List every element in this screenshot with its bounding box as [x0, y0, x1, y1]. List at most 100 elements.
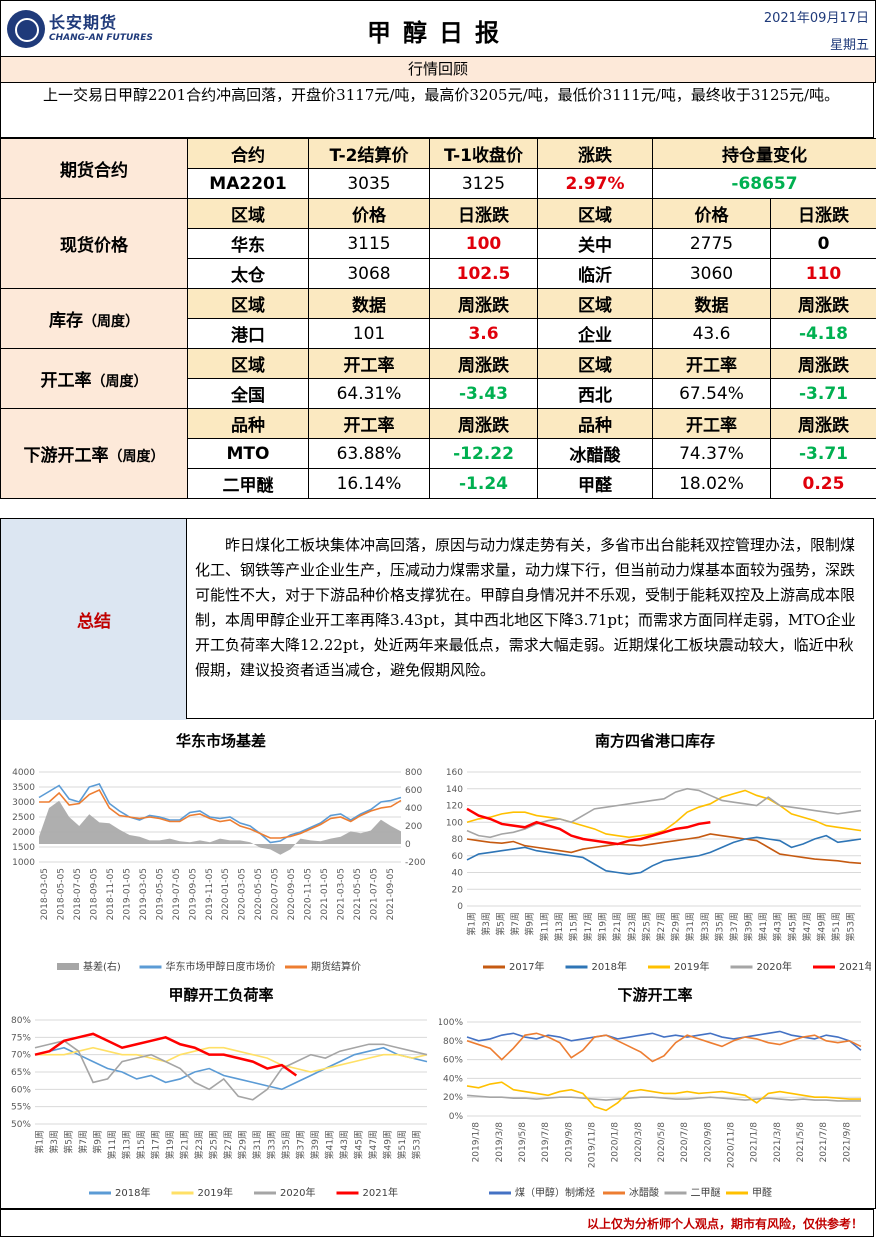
- y-tick-label: 100%: [439, 1018, 463, 1028]
- table-header: 周涨跌: [770, 408, 876, 439]
- y-tick-label: 100: [446, 818, 463, 828]
- x-tick-label: 2020-05-05: [254, 868, 264, 920]
- port-inventory-chart: 南方四省港口库存 160 140 120 100 80 60 40 20 0 第1周 第3周 第5周 第7…: [439, 728, 875, 978]
- x-tick-label: 第35周: [713, 912, 725, 941]
- x-tick-label: 2020-07-05: [271, 868, 281, 920]
- x-tick-label: 第3周: [480, 912, 492, 936]
- y2-tick-label: 200: [405, 822, 422, 832]
- table-header: 周涨跌: [429, 408, 538, 439]
- x-tick-label: 2018-11-05: [106, 868, 116, 920]
- x-tick-label: 第21周: [178, 1130, 190, 1159]
- basis-area: [39, 800, 401, 855]
- x-tick-label: 第43周: [338, 1130, 350, 1159]
- table-cell: 关中: [537, 228, 653, 259]
- table-header: 周涨跌: [770, 348, 876, 379]
- table-header: 日涨跌: [770, 198, 876, 229]
- x-tick-label: 第51周: [830, 912, 842, 941]
- y-tick-label: 65%: [11, 1068, 31, 1078]
- y-tick-label: 80: [452, 835, 464, 845]
- table-cell: -12.22: [429, 438, 538, 469]
- review-text: 上一交易日甲醇2201合约冲高回落，开盘价3117元/吨，最高价3205元/吨，…: [0, 82, 874, 138]
- table-cell: -4.18: [770, 318, 876, 349]
- summary-label: 总结: [0, 518, 187, 721]
- summary-text: 昨日煤化工板块集体冲高回落，原因与动力煤走势有关，多省市出台能耗双控管理办法，限…: [186, 518, 874, 719]
- section-title: 开工率: [40, 371, 92, 391]
- section-suffix: （周度）: [83, 314, 139, 330]
- table-cell: 太仓: [187, 258, 309, 289]
- table-cell: 临沂: [537, 258, 653, 289]
- y-tick-label: 20%: [443, 1093, 463, 1103]
- x-tick-label: 第47周: [367, 1130, 379, 1159]
- table-header: 开工率: [308, 348, 430, 379]
- y-tick-label: 80%: [443, 1037, 463, 1047]
- x-tick-label: 第33周: [266, 1130, 278, 1159]
- x-tick-label: 2021-01-05: [320, 868, 330, 920]
- x-tick-label: 第5周: [494, 912, 506, 936]
- legend-label: 煤（甲醇）制烯烃: [515, 1186, 595, 1199]
- table-cell: 冰醋酸: [537, 438, 653, 469]
- table-header: 持仓量变化: [652, 138, 876, 169]
- x-tick-label: 2018-09-05: [90, 868, 100, 920]
- x-tick-label: 2019/1/8: [472, 1122, 482, 1163]
- table-header: 周涨跌: [770, 288, 876, 319]
- y-tick-label: 80%: [11, 1016, 31, 1026]
- report-title: 甲醇日报: [367, 19, 511, 47]
- table-header: 数据: [308, 288, 430, 319]
- x-tick-label: 第27周: [655, 912, 667, 941]
- x-tick-label: 第7周: [77, 1130, 89, 1154]
- series-line: [466, 1094, 861, 1102]
- table-cell: 全国: [187, 378, 309, 409]
- y-tick-label: 50%: [11, 1120, 31, 1130]
- x-tick-label: 第37周: [728, 912, 740, 941]
- series-line: [466, 787, 862, 839]
- x-tick-label: 第9周: [524, 912, 536, 936]
- legend-label: 2021年: [363, 1186, 398, 1199]
- table-cell: 16.14%: [308, 468, 430, 499]
- x-tick-label: 第27周: [222, 1130, 234, 1159]
- table-header: T-1收盘价: [429, 138, 538, 169]
- table-header: 区域: [187, 348, 309, 379]
- x-tick-label: 第31周: [251, 1130, 263, 1159]
- y-tick-label: 160: [446, 768, 463, 778]
- x-tick-label: 第1周: [33, 1130, 45, 1154]
- legend-label: 2018年: [115, 1186, 150, 1199]
- x-tick-label: 第39周: [743, 912, 755, 941]
- x-tick-label: 第11周: [106, 1130, 118, 1159]
- series-line: [466, 833, 862, 865]
- chart-svg: 80% 75% 70% 65% 60% 55% 50%第1周 第3周 第5周 第7周 第9周 第11周…: [11, 1016, 428, 1199]
- y-tick-label: 40: [452, 869, 464, 879]
- x-tick-label: 第53周: [411, 1130, 423, 1159]
- legend-label: 二甲醚: [691, 1186, 721, 1199]
- table-header: 品种: [537, 408, 653, 439]
- report-date: 2021年09月17日: [763, 11, 869, 26]
- legend-label: 2019年: [198, 1186, 233, 1199]
- section-suffix: （周度）: [91, 374, 148, 390]
- x-tick-label: 第9周: [91, 1130, 103, 1154]
- x-tick-label: 第49周: [382, 1130, 394, 1159]
- table-header: 周涨跌: [429, 348, 538, 379]
- x-tick-label: 2019-05-05: [155, 868, 165, 920]
- table-cell: 63.88%: [308, 438, 430, 469]
- basis-chart: 华东市场基差 4000 3500 3000 2500 2000 1500 1000 800 600…: [5, 728, 437, 978]
- table-header: 品种: [187, 408, 309, 439]
- report-weekday: 星期五: [829, 38, 869, 53]
- series-line: [34, 1039, 428, 1101]
- x-tick-label: 第33周: [699, 912, 711, 941]
- series-line: [34, 1032, 298, 1077]
- chart-title: 华东市场基差: [175, 732, 266, 750]
- x-tick-label: 第1周: [465, 912, 477, 936]
- x-tick-label: 2018-07-05: [73, 868, 83, 920]
- table-header: 合约: [187, 138, 309, 169]
- y-tick-label: 60%: [11, 1085, 31, 1095]
- table-header: 开工率: [308, 408, 430, 439]
- x-tick-label: 2020/9/8: [703, 1122, 713, 1163]
- x-tick-label: 2019-07-05: [172, 868, 182, 920]
- y-tick-label: 140: [446, 785, 463, 795]
- change-cell: 2.97%: [537, 168, 653, 199]
- y-tick-label: 60%: [443, 1056, 463, 1066]
- series-line: [38, 783, 402, 844]
- table-cell: 3125: [429, 168, 538, 199]
- x-tick-label: 第21周: [611, 912, 623, 941]
- table-cell: 43.6: [652, 318, 771, 349]
- report-header: 长安期货 CHANG-AN FUTURES 甲醇日报 2021年09月17日 星…: [0, 0, 876, 57]
